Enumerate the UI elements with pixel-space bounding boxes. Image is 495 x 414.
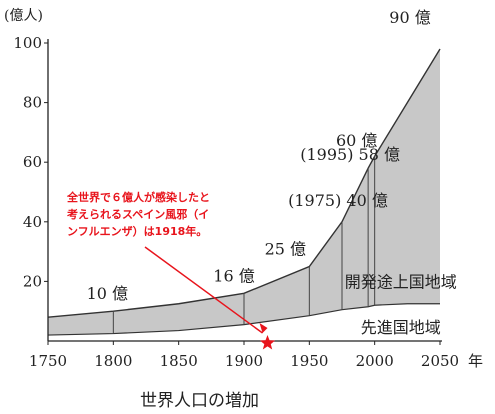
x-tick-label: 1850	[160, 352, 198, 370]
developing-region-label: 開発途上国地域	[345, 272, 457, 291]
developed-population-line	[47, 303, 440, 336]
annotation-line: 考えられるスペイン風邪（イ	[67, 207, 209, 221]
y-unit-label: (億人)	[4, 8, 43, 24]
marker-label: 25 億	[265, 240, 306, 259]
marker-label: 16 億	[213, 266, 254, 285]
arrow-head	[259, 323, 268, 333]
x-tick-label: 1900	[225, 352, 263, 370]
y-tick-label: 80	[23, 94, 42, 112]
developed-region-area	[48, 303, 440, 341]
marker-label: 90 億	[389, 8, 430, 27]
x-unit-label: 年	[468, 352, 483, 370]
annotation-line: 全世界で６億人が感染したと	[66, 190, 210, 204]
chart-title: 世界人口の増加	[140, 391, 259, 411]
x-tick-label: 1950	[290, 352, 328, 370]
marker-label: 60 億	[336, 131, 377, 150]
developed-region-label: 先進国地域	[361, 318, 441, 337]
annotation-line: ンフルエンザ）は1918年。	[67, 224, 207, 238]
y-tick-label: 40	[23, 213, 42, 231]
y-tick-label: 100	[13, 34, 42, 52]
marker-label: (1975) 40 億	[288, 191, 388, 210]
total-population-line	[47, 48, 441, 318]
marker-label: 10 億	[87, 284, 128, 303]
y-tick-label: 20	[23, 272, 42, 290]
x-tick-label: 2050	[421, 352, 459, 370]
annotation-arrow	[144, 246, 263, 334]
y-tick-label: 60	[23, 153, 42, 171]
marker-label: (1995) 58 億	[300, 145, 400, 164]
x-tick-label: 1800	[94, 352, 132, 370]
star-icon	[259, 335, 276, 350]
x-tick-label: 1750	[29, 352, 67, 370]
x-tick-label: 2000	[356, 352, 394, 370]
